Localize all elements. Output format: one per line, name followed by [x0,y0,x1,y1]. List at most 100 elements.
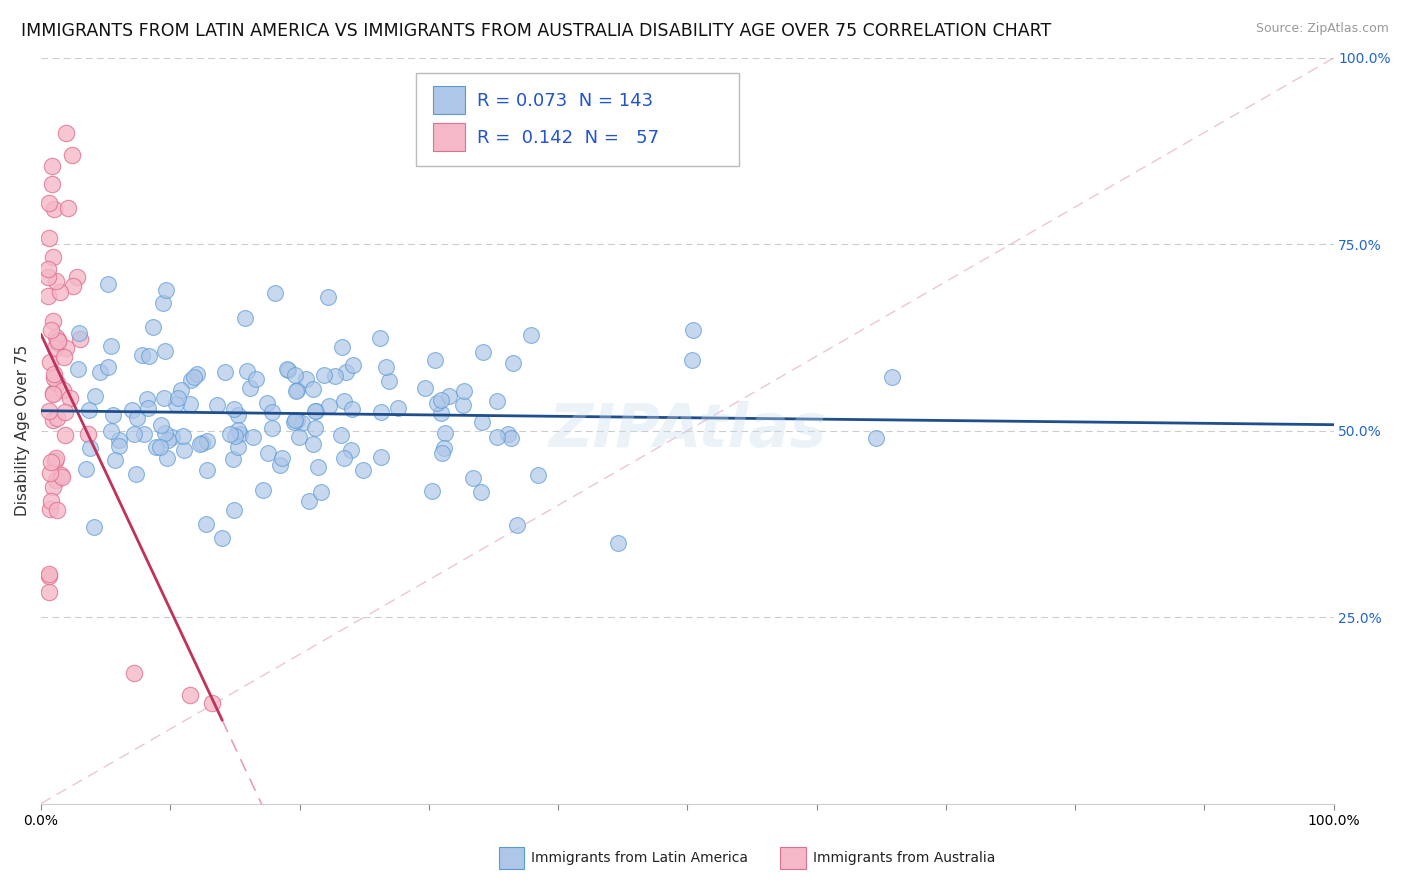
Point [46,333,69,347]
Point [219,426,242,441]
Point [298,494,321,508]
Point [201,696,224,710]
Point [330,427,353,442]
Point [262,420,284,434]
Point [486,393,509,408]
Point [245,371,267,385]
Point [145,440,167,454]
Point [131,348,153,362]
Point [153,343,176,358]
Point [165,397,187,411]
Point [190,436,212,450]
Point [52,383,75,397]
Point [38,566,60,581]
Point [302,437,325,451]
Point [342,358,364,372]
Point [45,473,67,487]
Point [124,427,146,442]
Point [287,430,309,444]
Point [413,381,436,395]
Point [183,370,205,384]
Point [470,484,492,499]
Text: Source: ZipAtlas.com: Source: ZipAtlas.com [1256,22,1389,36]
Point [880,370,903,384]
Point [420,484,443,499]
Point [682,323,704,337]
Point [472,345,495,359]
Point [79,403,101,417]
Point [252,483,274,498]
Point [368,331,391,345]
Point [224,401,246,416]
Point [155,283,177,297]
Point [304,403,326,417]
Point [318,400,340,414]
Text: ZIPAtlas: ZIPAtlas [548,401,827,460]
Text: R =  0.142  N =   57: R = 0.142 N = 57 [477,129,659,147]
Point [97,277,120,291]
Point [330,340,353,354]
Point [323,369,346,384]
Point [304,403,326,417]
Point [42,385,65,400]
Point [314,368,336,383]
Point [501,432,523,446]
Point [42,413,65,427]
Point [486,430,509,444]
Point [62,279,84,293]
Point [53,350,76,364]
Point [387,401,409,415]
Point [138,349,160,363]
Point [180,373,202,387]
Point [42,480,65,494]
Point [186,367,208,381]
Text: Immigrants from Latin America: Immigrants from Latin America [531,851,748,865]
Point [122,666,145,681]
Point [83,520,105,534]
Point [318,290,340,304]
Point [84,388,107,402]
Point [51,468,73,483]
Point [224,429,246,443]
Point [205,398,228,412]
Point [430,392,453,407]
Point [46,376,69,390]
Point [135,392,157,407]
Point [256,446,278,460]
Point [607,536,630,550]
Point [100,339,122,353]
Point [496,427,519,442]
Point [37,270,59,285]
Point [284,413,307,427]
Text: IMMIGRANTS FROM LATIN AMERICA VS IMMIGRANTS FROM AUSTRALIA DISABILITY AGE OVER 7: IMMIGRANTS FROM LATIN AMERICA VS IMMIGRA… [21,22,1052,40]
Point [38,584,60,599]
Point [51,470,73,484]
Point [179,689,201,703]
Point [352,463,374,477]
Point [153,425,176,440]
Point [307,459,329,474]
Point [100,424,122,438]
Point [37,289,59,303]
Point [228,427,250,442]
Point [285,413,308,427]
FancyBboxPatch shape [433,86,465,114]
Point [46,503,69,517]
Point [502,356,524,370]
Point [41,159,63,173]
Point [138,401,160,415]
Point [236,364,259,378]
Point [423,352,446,367]
Point [226,409,249,423]
FancyBboxPatch shape [433,123,465,151]
Point [277,363,299,377]
Point [49,285,72,300]
Point [370,405,392,419]
Point [172,429,194,443]
Point [45,274,67,288]
Point [149,417,172,432]
Point [283,415,305,429]
Point [156,451,179,466]
Point [167,392,190,406]
Point [38,231,60,245]
